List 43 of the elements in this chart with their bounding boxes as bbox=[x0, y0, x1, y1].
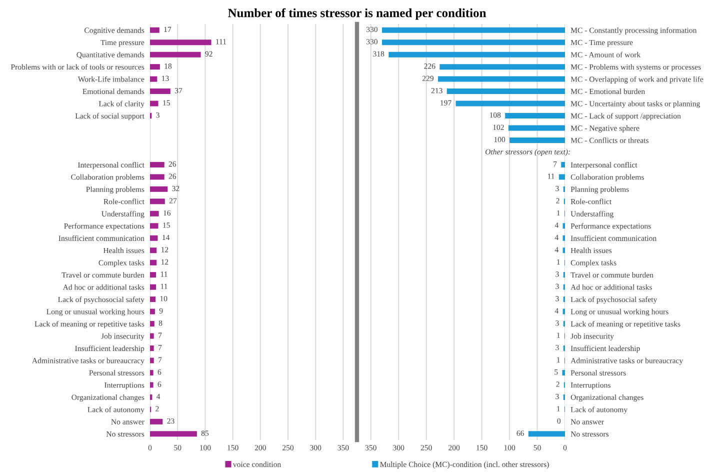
bar bbox=[150, 210, 159, 216]
bar bbox=[150, 27, 160, 33]
bar bbox=[446, 88, 565, 94]
bar bbox=[150, 345, 154, 351]
bar bbox=[150, 358, 154, 364]
bar bbox=[150, 284, 156, 290]
bar bbox=[528, 431, 565, 437]
bar bbox=[150, 308, 155, 314]
bar bbox=[510, 137, 565, 143]
bar bbox=[150, 76, 158, 82]
bar bbox=[150, 370, 154, 376]
bar bbox=[388, 52, 565, 58]
bar bbox=[440, 64, 565, 70]
bar bbox=[150, 64, 160, 70]
bar bbox=[150, 260, 157, 266]
bar bbox=[150, 162, 164, 168]
bar bbox=[150, 186, 168, 192]
bar bbox=[150, 100, 158, 106]
bar bbox=[150, 296, 156, 302]
bar bbox=[150, 382, 154, 388]
bar bbox=[150, 431, 197, 437]
bar bbox=[562, 370, 565, 376]
bar bbox=[438, 76, 565, 82]
bar bbox=[150, 321, 154, 327]
bar bbox=[150, 198, 165, 204]
chart-title: Number of times stressor is named per condition bbox=[228, 8, 486, 20]
bar bbox=[150, 88, 170, 94]
bar bbox=[150, 418, 163, 424]
bar bbox=[558, 174, 565, 180]
bar bbox=[382, 27, 565, 33]
bar bbox=[150, 40, 212, 46]
bar bbox=[505, 113, 565, 119]
bar bbox=[150, 223, 158, 229]
bar bbox=[150, 52, 201, 58]
bar bbox=[561, 162, 565, 168]
bar bbox=[150, 174, 164, 180]
bar bbox=[456, 100, 565, 106]
bar bbox=[150, 248, 157, 254]
bar bbox=[150, 272, 156, 278]
bar bbox=[150, 333, 154, 339]
bar bbox=[150, 235, 158, 241]
bar bbox=[508, 125, 565, 131]
bar bbox=[382, 40, 565, 46]
